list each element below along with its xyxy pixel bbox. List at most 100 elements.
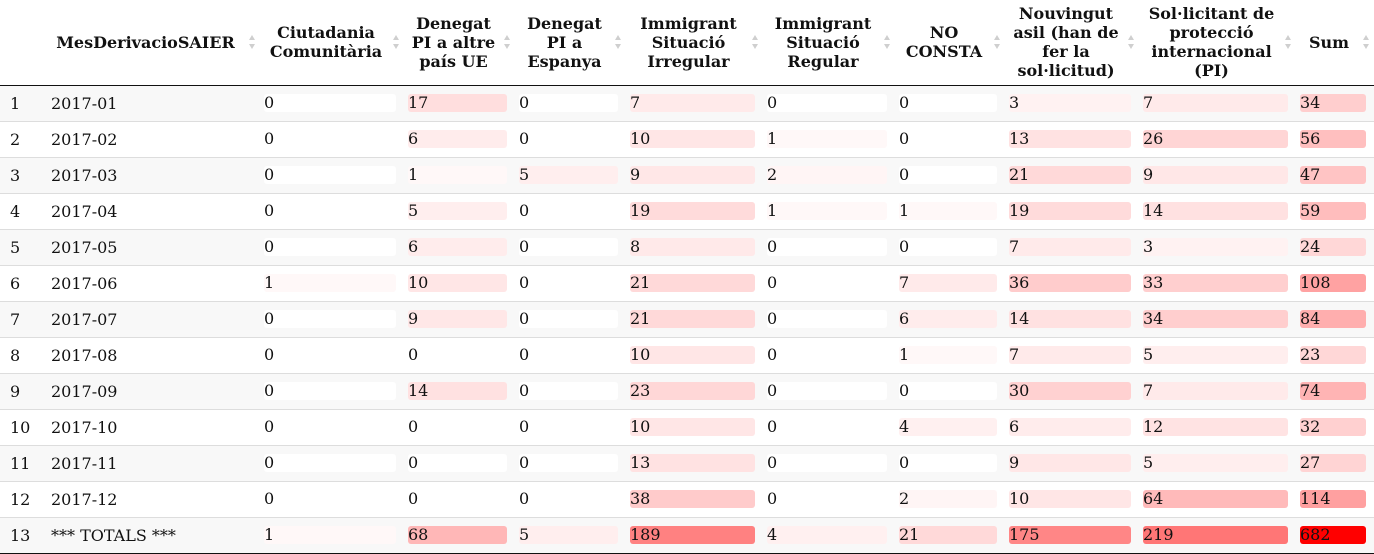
value-cell-c3: 0 [515,444,626,481]
column-header-label: Immigrant Situació Regular [774,13,872,71]
cell-value: 0 [264,381,275,400]
sort-icon[interactable] [884,34,891,50]
heat-cell: 5 [1139,346,1288,364]
cell-value: 27 [1300,453,1321,472]
value-cell-sum: 32 [1296,408,1374,445]
sort-icon[interactable] [994,34,1001,50]
heat-cell: 14 [1139,202,1288,220]
cell-value: 682 [1300,525,1331,544]
heat-bar [630,202,755,220]
sort-icon[interactable] [752,34,759,50]
cell-value: 10 [408,273,429,292]
column-header-c1[interactable]: Ciutadania Comunitària [260,0,404,86]
sort-icon[interactable] [1363,34,1370,50]
cell-value: 0 [767,237,778,256]
column-header-c2[interactable]: Denegat PI a altre país UE [404,0,515,86]
row-index: 9 [0,372,43,409]
cell-value: 0 [264,129,275,148]
column-header-c7[interactable]: Nouvingut asil (han de fer la sol·licitu… [1005,0,1139,86]
cell-value: 0 [519,201,530,220]
heat-cell: 0 [763,274,887,292]
value-cell-c8: 64 [1139,480,1296,517]
row-index: 13 [0,516,43,554]
value-cell-c2: 10 [404,264,515,301]
heat-bar [408,526,507,544]
heat-bar [264,454,396,472]
heat-cell: 5 [404,202,507,220]
heat-cell: 34 [1139,310,1288,328]
heat-cell: 0 [895,382,997,400]
cell-value: 5 [519,165,530,184]
sort-icon[interactable] [615,34,622,50]
column-header-sum[interactable]: Sum [1296,0,1374,86]
heat-cell: 0 [404,346,507,364]
heat-cell: 3 [1139,238,1288,256]
cell-value: 0 [899,129,910,148]
heat-cell: 8 [626,238,755,256]
cell-value: 1 [264,525,275,544]
sort-icon[interactable] [249,34,256,50]
table-row: 8 2017-08 0 0 0 10 0 1 7 5 23 [0,336,1374,373]
heat-bar [630,130,755,148]
heat-cell: 0 [404,490,507,508]
cell-value: 0 [899,93,910,112]
heat-bar [264,346,396,364]
heat-bar [1143,166,1288,184]
cell-value: 1 [264,273,275,292]
heat-cell: 0 [763,454,887,472]
value-cell-c7: 14 [1005,300,1139,337]
cell-value: 12 [1143,417,1164,436]
value-cell-c3: 5 [515,516,626,554]
value-cell-sum: 682 [1296,516,1374,554]
value-cell-c4: 21 [626,300,763,337]
heat-cell: 0 [260,130,396,148]
cell-value: 10 [1009,489,1030,508]
value-cell-c5: 0 [763,444,895,481]
table-row: 11 2017-11 0 0 0 13 0 0 9 5 27 [0,444,1374,481]
sort-icon[interactable] [504,34,511,50]
column-header-c6[interactable]: NO CONSTA [895,0,1005,86]
value-cell-c5: 0 [763,228,895,265]
heat-bar [767,526,887,544]
heat-cell: 5 [1139,454,1288,472]
heat-bar [1143,490,1288,508]
heat-cell: 1 [895,202,997,220]
header-row: MesDerivacioSAIER Ciutadania Comunitària D… [0,0,1374,86]
heat-bar [1300,166,1366,184]
column-header-month[interactable]: MesDerivacioSAIER [43,0,260,86]
heat-cell: 10 [626,418,755,436]
month-cell: *** TOTALS *** [43,516,260,554]
column-header-c3[interactable]: Denegat PI a Espanya [515,0,626,86]
value-cell-c6: 6 [895,300,1005,337]
heat-bar [1300,526,1366,544]
cell-value: 9 [1143,165,1154,184]
heat-bar [519,166,618,184]
heat-bar [408,130,507,148]
heat-cell: 0 [515,418,618,436]
heat-bar [630,490,755,508]
heat-bar [630,418,755,436]
value-cell-c5: 0 [763,408,895,445]
value-cell-c5: 0 [763,336,895,373]
column-header-c8[interactable]: Sol·licitant de protecció internacional … [1139,0,1296,86]
heat-bar [899,94,997,112]
heat-cell: 0 [515,274,618,292]
value-cell-c7: 7 [1005,228,1139,265]
sort-icon[interactable] [393,34,400,50]
value-cell-c2: 5 [404,192,515,229]
heat-cell: 4 [895,418,997,436]
column-header-c5[interactable]: Immigrant Situació Regular [763,0,895,86]
heat-bar [264,490,396,508]
table-row: 2 2017-02 0 6 0 10 1 0 13 26 56 [0,120,1374,157]
cell-value: 34 [1143,309,1164,328]
sort-icon[interactable] [1285,34,1292,50]
sort-icon[interactable] [1128,34,1135,50]
heat-bar [899,526,997,544]
column-header-c4[interactable]: Immigrant Situació Irregular [626,0,763,86]
value-cell-c5: 4 [763,516,895,554]
heat-bar [519,202,618,220]
cell-value: 0 [767,489,778,508]
cell-value: 84 [1300,309,1321,328]
column-header-label: Nouvingut asil (han de fer la sol·licitu… [1013,4,1119,81]
cell-value: 0 [519,93,530,112]
